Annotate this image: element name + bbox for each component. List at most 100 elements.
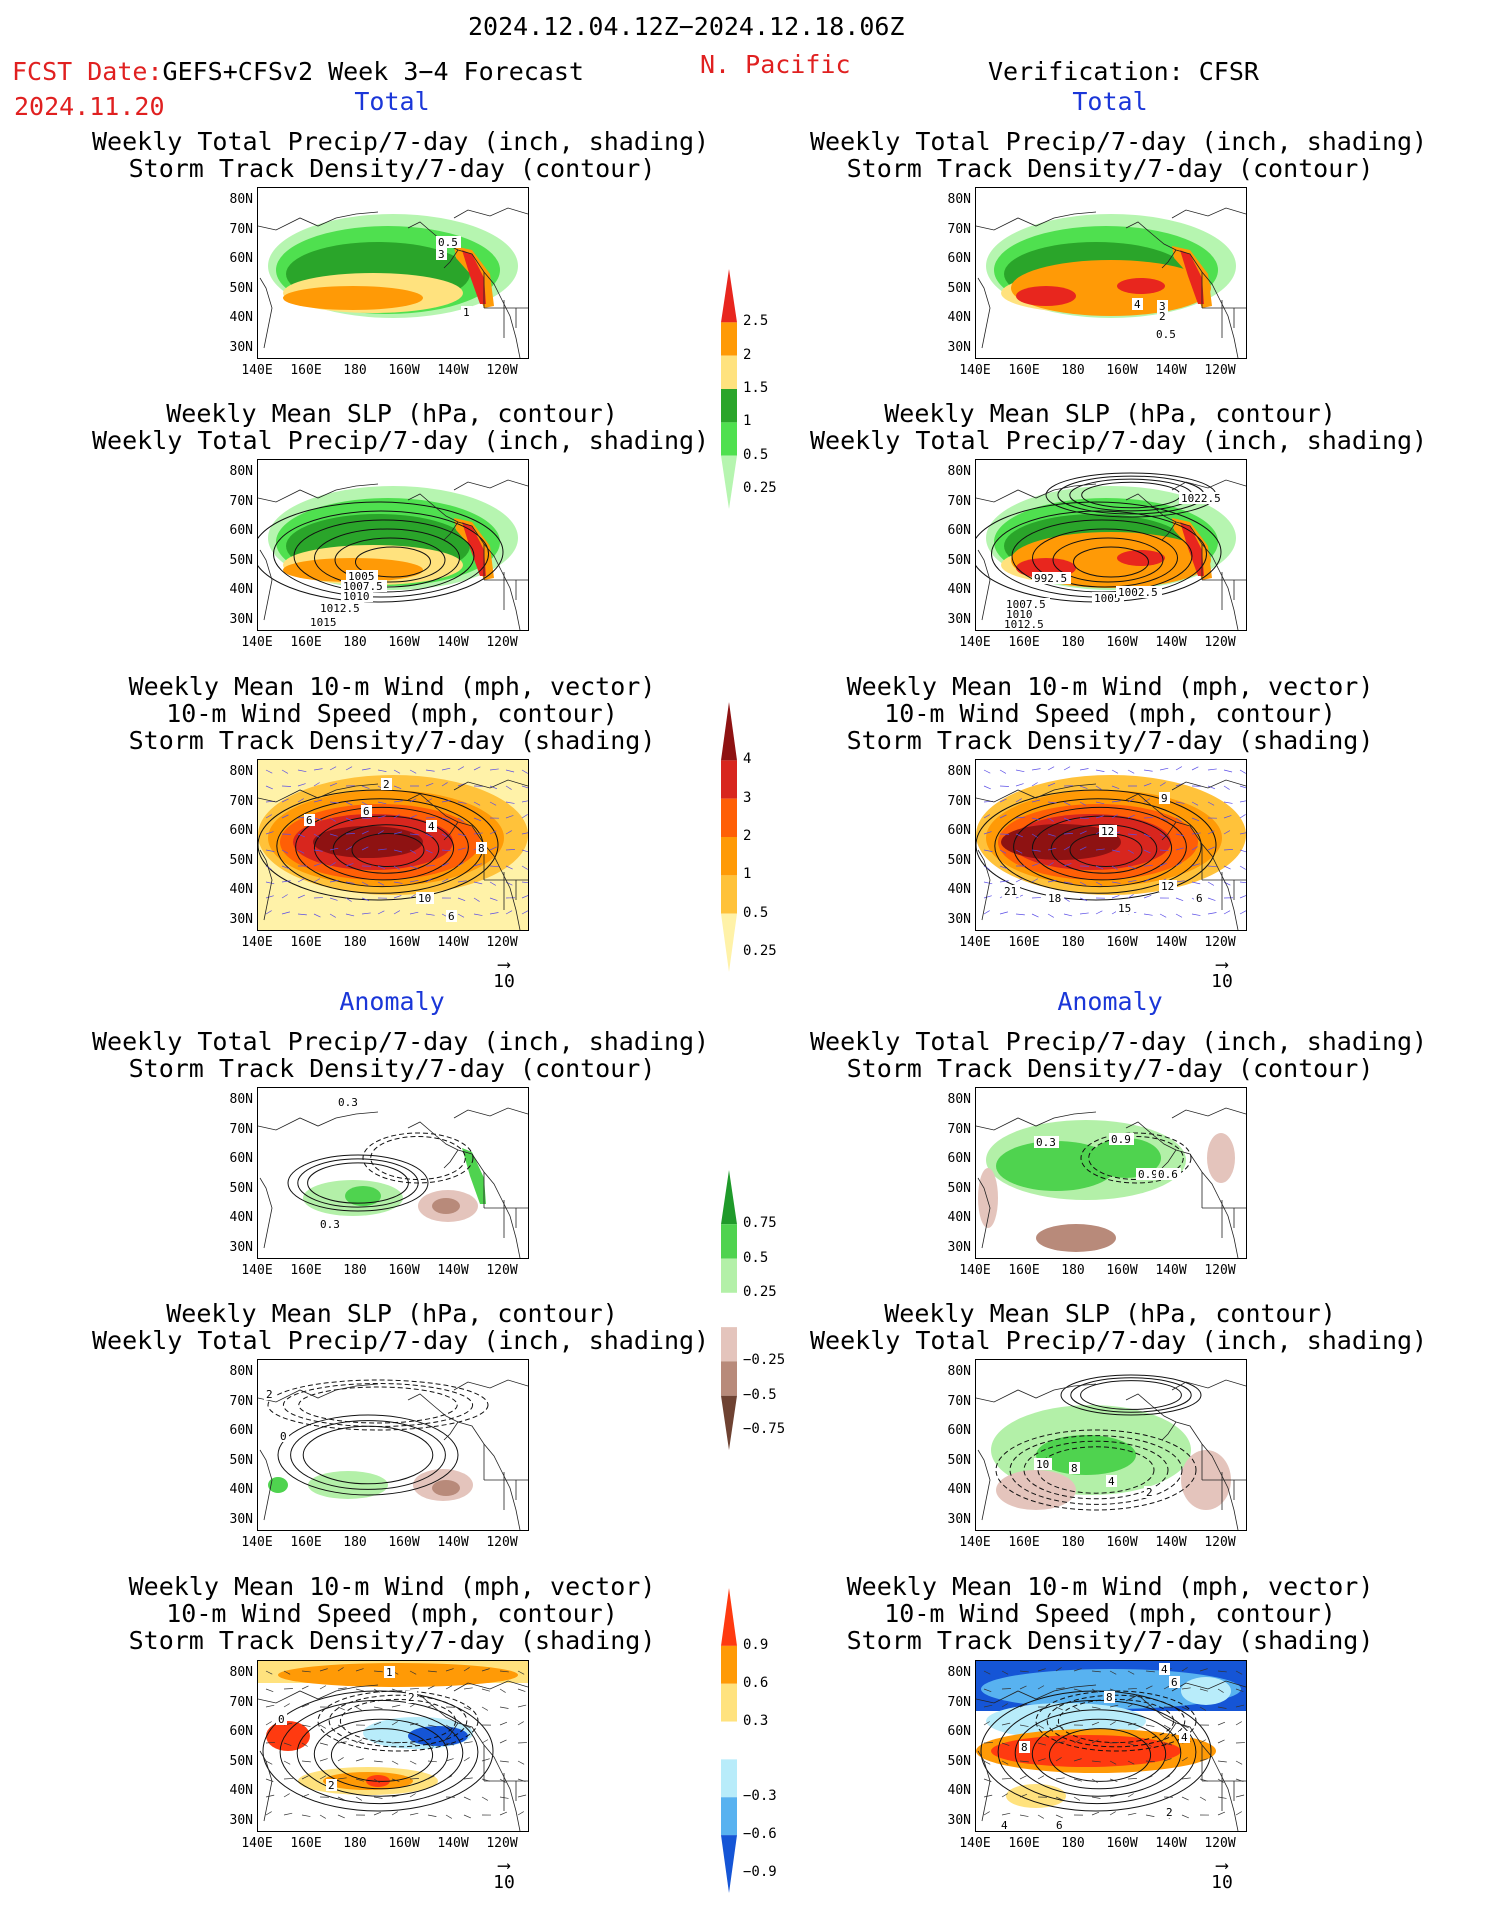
map-cfsr-anom-precip: 0.3 0.9 0.9 0.6 xyxy=(975,1087,1247,1259)
map-fcst-anom-wind: 1 2 0 2 xyxy=(257,1660,529,1832)
wind-vector xyxy=(1127,880,1137,883)
wind-vector xyxy=(319,1775,327,1780)
contour-line xyxy=(295,806,469,888)
wind-vector xyxy=(1109,1670,1117,1675)
wind-vector xyxy=(301,1742,308,1747)
wind-vector xyxy=(1217,1721,1226,1726)
wind-vector xyxy=(329,847,339,851)
colorbar-swatch xyxy=(721,1224,737,1259)
colorbar-label: 0.5 xyxy=(743,446,769,463)
coastline xyxy=(453,779,528,791)
wind-vector xyxy=(1175,913,1183,918)
contour-label: 1005 xyxy=(348,570,375,583)
contour-label-box xyxy=(326,1779,337,1791)
contour-label-box xyxy=(1032,572,1071,584)
wind-vector xyxy=(391,1721,398,1726)
wind-vector xyxy=(505,815,514,819)
wind-vector xyxy=(1109,1811,1116,1816)
wind-vector xyxy=(361,785,370,789)
wind-vector xyxy=(425,878,433,883)
wind-vector xyxy=(1163,1724,1170,1729)
wind-vector xyxy=(425,769,435,772)
lon-tick-label: 160E xyxy=(1008,935,1040,950)
lat-tick-label: 70N xyxy=(229,1393,253,1409)
wind-vector xyxy=(425,913,435,916)
lon-tick-label: 120W xyxy=(1204,635,1236,650)
wind-vector xyxy=(393,769,401,774)
wind-vector xyxy=(1037,1724,1045,1729)
section-total-right: Total xyxy=(1072,87,1148,116)
wind-vector xyxy=(521,769,528,774)
wind-vector xyxy=(1037,1758,1046,1762)
colorbar-label: 0.5 xyxy=(743,904,769,921)
coastline xyxy=(976,783,1097,803)
wind-vector xyxy=(355,1758,364,1762)
wind-vector xyxy=(983,1811,990,1816)
wind-vector xyxy=(473,801,481,806)
wind-vector xyxy=(463,1741,473,1744)
coastline xyxy=(453,207,528,219)
wind-vector xyxy=(1111,865,1118,870)
wind-vector xyxy=(313,768,323,771)
wind-vector xyxy=(409,880,419,883)
wind-vector xyxy=(1091,1760,1101,1763)
wind-vector xyxy=(445,1685,453,1690)
lat-tick-label: 60N xyxy=(947,523,971,538)
wind-vector xyxy=(1015,833,1024,838)
contour-label: 0.6 xyxy=(1158,1168,1178,1181)
title-line: Weekly Mean SLP (hPa, contour) xyxy=(166,399,618,428)
wind-vector xyxy=(1175,833,1185,837)
wind-vector xyxy=(1127,1760,1135,1765)
colorbar-swatch xyxy=(721,389,737,423)
lat-tick-label: 40N xyxy=(947,310,971,325)
contour-line xyxy=(262,1690,494,1812)
wind-vector xyxy=(521,849,528,853)
lon-tick-label: 160W xyxy=(388,1836,420,1851)
lon-tick-label: 160W xyxy=(1106,363,1138,378)
fcst-date-label: FCST Date: xyxy=(12,57,163,86)
lat-tick-label: 50N xyxy=(947,280,971,296)
wind-vector xyxy=(427,1742,434,1747)
contour-label: 0 xyxy=(280,1430,287,1443)
lat-tick-label: 60N xyxy=(229,1423,253,1438)
wind-vector xyxy=(297,849,305,854)
wind-vector xyxy=(329,766,337,771)
lat-tick-label: 70N xyxy=(229,793,253,809)
shading-region xyxy=(1036,1224,1116,1252)
wind-vector xyxy=(1175,766,1183,771)
wind-vector xyxy=(489,785,498,790)
wind-vector xyxy=(1031,799,1041,803)
shading-region xyxy=(268,1477,288,1493)
title-line: Weekly Mean SLP (hPa, contour) xyxy=(884,1299,1336,1328)
coastline xyxy=(977,1750,991,1822)
coastline xyxy=(1171,1680,1246,1692)
lat-tick-label: 80N xyxy=(947,1665,971,1680)
contour-label: 0.9 xyxy=(1111,1133,1131,1146)
contour-label-box xyxy=(1116,586,1162,598)
wind-vector xyxy=(337,1667,344,1672)
lon-tick-label: 120W xyxy=(486,1836,518,1851)
lat-tick-label: 60N xyxy=(229,1151,253,1166)
map-cfsr-total-wind: 9 12 21 18 15 12 6 xyxy=(975,759,1247,931)
wind-vector xyxy=(1191,846,1198,851)
wind-vector xyxy=(1235,1794,1245,1798)
contour-line xyxy=(994,798,1202,894)
wind-vector xyxy=(1143,798,1151,803)
wind-vector xyxy=(345,913,355,917)
lat-tick-label: 70N xyxy=(229,221,253,237)
wind-vector xyxy=(1191,863,1200,867)
wind-vector xyxy=(1239,832,1246,835)
wind-vector xyxy=(1037,1775,1045,1780)
wind-vector xyxy=(373,1760,383,1763)
coastline xyxy=(453,1680,528,1692)
lon-tick-label: 160E xyxy=(1008,363,1040,378)
wind-vector xyxy=(1175,897,1184,902)
colorbar-swatch xyxy=(721,837,737,876)
title-fcst-anom-slp: Weekly Mean SLP (hPa, contour) Weekly To… xyxy=(92,1300,709,1354)
contour-label-box xyxy=(1136,1168,1161,1180)
wind-vector xyxy=(313,817,323,821)
wind-vector xyxy=(373,1739,381,1744)
contour-line xyxy=(362,1132,474,1184)
contour-line xyxy=(1048,1728,1152,1782)
wind-vector xyxy=(457,833,467,837)
